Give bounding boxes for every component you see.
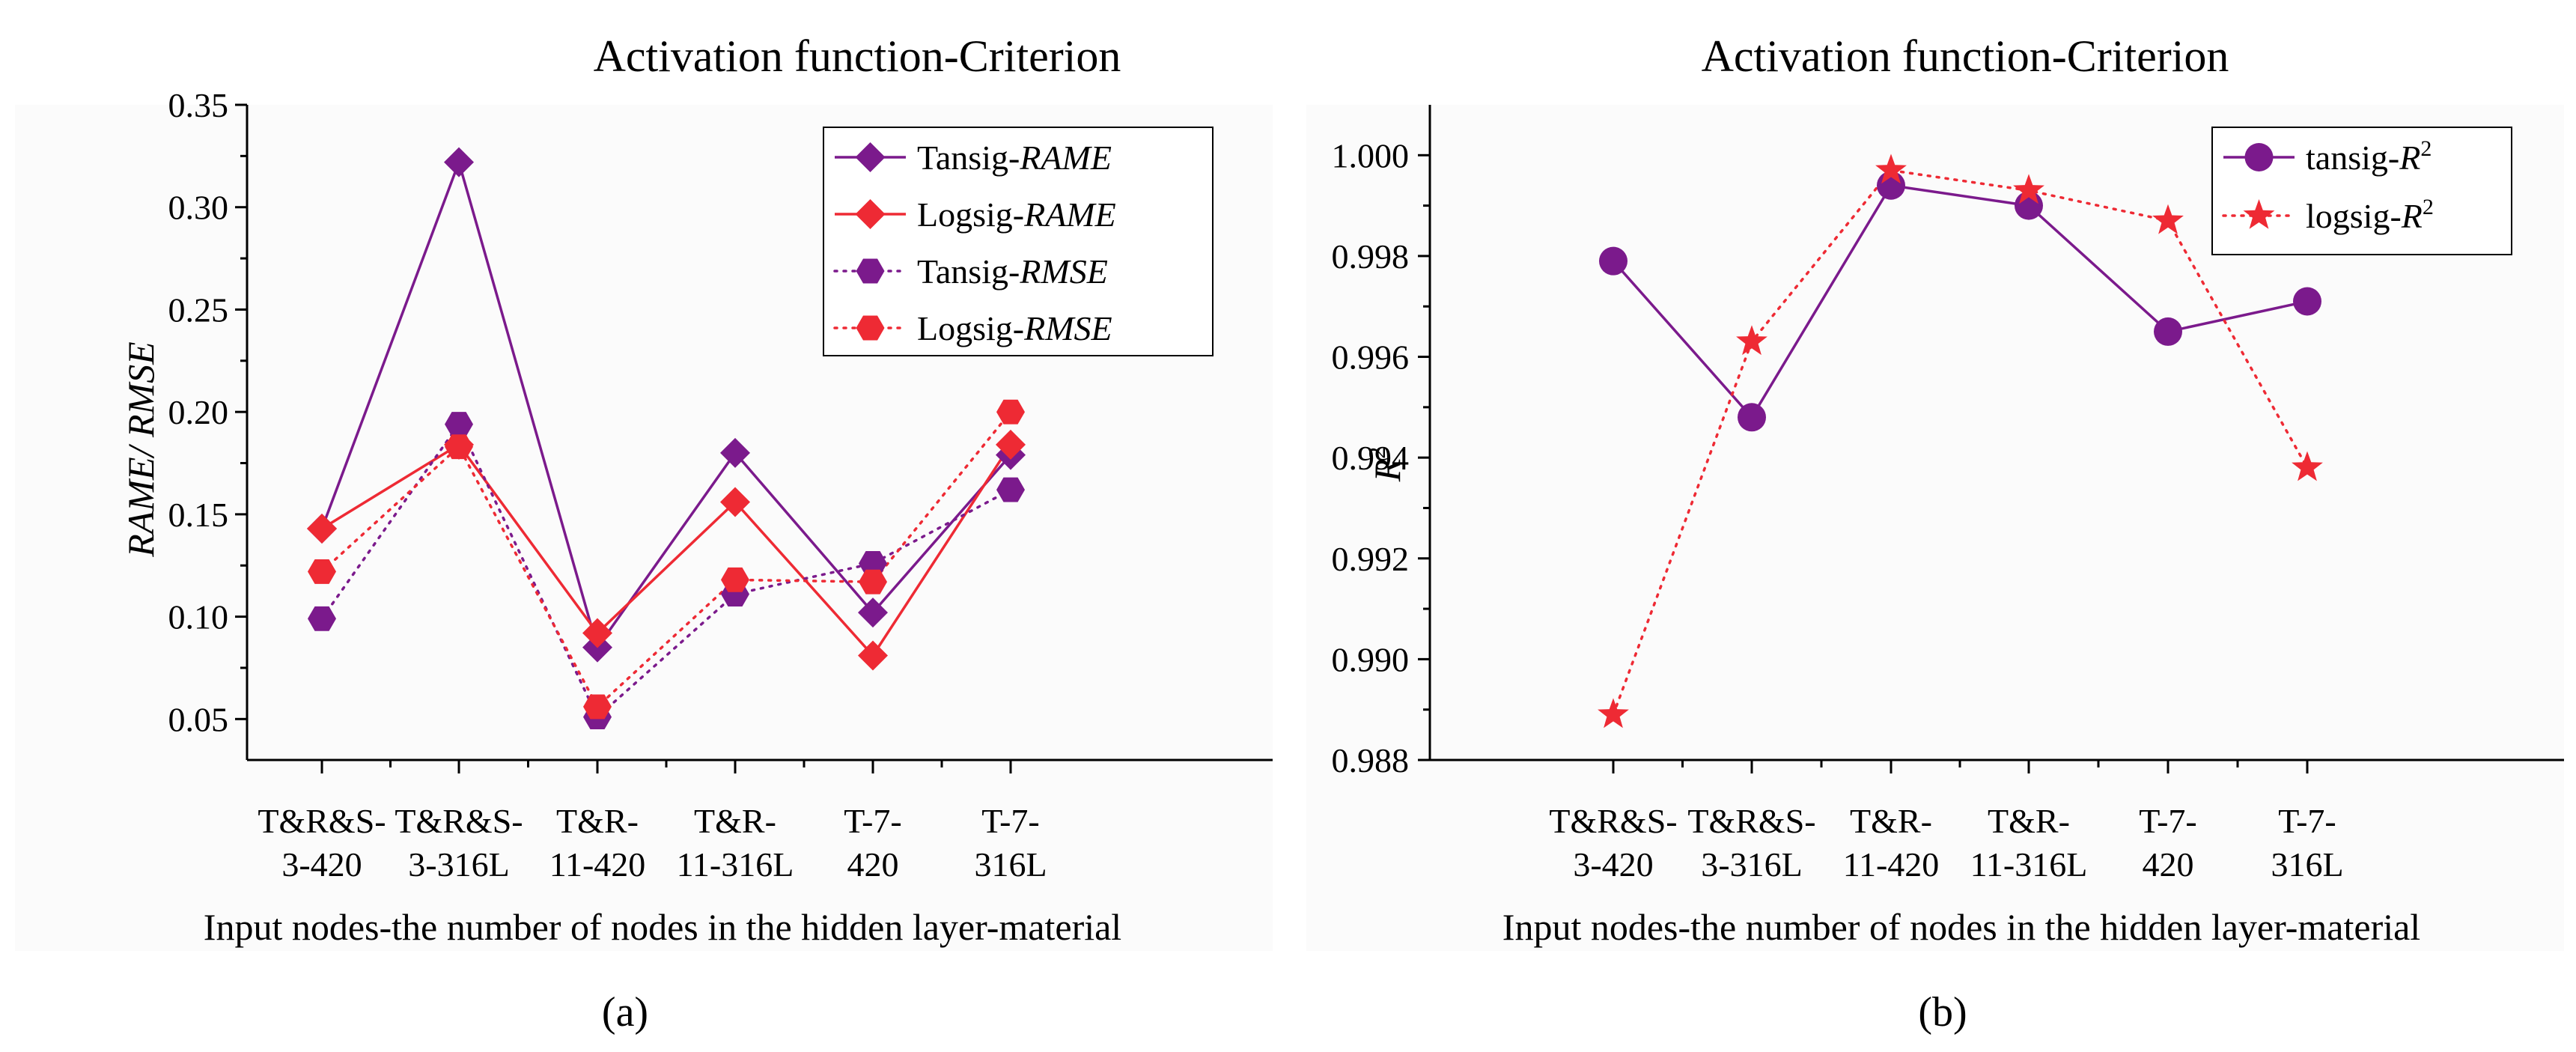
x-tick-label: T&R&S- xyxy=(395,802,523,840)
data-point xyxy=(996,399,1025,425)
x-tick-label: T-7- xyxy=(2139,802,2197,840)
x-tick-label: 11-316L xyxy=(677,845,794,884)
y-tick-label: 0.988 xyxy=(1332,741,1410,779)
x-tick-label: 3-316L xyxy=(408,845,509,884)
y-axis-title: RAME/ RMSE xyxy=(120,341,162,557)
data-point xyxy=(996,429,1026,460)
panel-caption: (a) xyxy=(602,989,648,1036)
series-line-0 xyxy=(1612,183,2308,420)
data-point xyxy=(996,477,1025,502)
legend-marker xyxy=(856,315,885,341)
x-tick-label: 420 xyxy=(847,845,899,884)
y-tick-label: 0.25 xyxy=(168,291,229,329)
data-point xyxy=(2154,317,2182,346)
y-tick-label: 0.15 xyxy=(168,496,229,534)
legend-marker xyxy=(856,258,885,284)
y-tick-label: 0.992 xyxy=(1332,540,1410,578)
data-point xyxy=(444,147,474,177)
y-tick-label: 0.996 xyxy=(1332,338,1410,377)
legend-label: tansig-R2 xyxy=(2306,136,2432,177)
data-point xyxy=(308,559,336,584)
chart-panel-a: Activation function-Criterion 0.05 0.10 0.1… xyxy=(120,31,1273,1036)
x-tick-label: T&R- xyxy=(556,802,639,840)
x-tick-label: T-7- xyxy=(981,802,1040,840)
data-point xyxy=(720,487,750,517)
legend-label: Logsig-RAME xyxy=(917,195,1116,234)
data-point xyxy=(1875,153,1907,184)
x-tick-label: 3-316L xyxy=(1701,845,1802,884)
series-line-3 xyxy=(320,410,1012,709)
panel-caption: (b) xyxy=(1918,989,1967,1036)
legend-label: Logsig-RMSE xyxy=(917,309,1112,347)
legend-label: logsig-R2 xyxy=(2306,195,2434,235)
x-axis-title: Input nodes-the number of nodes in the h… xyxy=(1502,906,2420,948)
data-point xyxy=(1736,325,1767,356)
data-point xyxy=(2292,451,2323,481)
x-tick-label: T&R- xyxy=(1988,802,2070,840)
legend-box xyxy=(823,127,1214,356)
data-point xyxy=(858,598,888,628)
data-point xyxy=(445,434,473,460)
data-point xyxy=(582,618,612,648)
x-tick-label: T&R- xyxy=(1850,802,1932,840)
y-tick-label: 0.994 xyxy=(1332,439,1410,477)
data-point xyxy=(1599,246,1627,276)
x-tick-label: 3-420 xyxy=(1573,845,1653,884)
x-tick-label: 3-420 xyxy=(281,845,362,884)
chart-title: Activation function-Criterion xyxy=(594,31,1121,81)
data-point xyxy=(2013,174,2044,204)
legend-marker xyxy=(855,142,886,172)
x-tick-label: 11-316L xyxy=(1970,845,2088,884)
data-point xyxy=(858,640,888,671)
chart-title: Activation function-Criterion xyxy=(1702,31,2229,81)
x-tick-label: T&R&S- xyxy=(1549,802,1677,840)
series-line-0 xyxy=(320,158,1012,651)
x-tick-label: T&R&S- xyxy=(258,802,386,840)
data-point xyxy=(2293,287,2321,316)
legend-marker xyxy=(855,199,886,229)
data-point xyxy=(1738,403,1766,432)
y-tick-label: 0.30 xyxy=(168,189,229,227)
y-tick-label: 0.35 xyxy=(168,86,229,124)
chart-panel-b: Activation function-Criterion 0.988 0.990 0… xyxy=(1332,31,2564,1036)
data-point xyxy=(720,437,750,468)
x-tick-label: 11-420 xyxy=(1843,845,1940,884)
y-tick-label: 0.990 xyxy=(1332,640,1410,678)
legend-label: Tansig-RAME xyxy=(917,139,1112,177)
x-tick-label: 11-420 xyxy=(549,845,646,884)
x-tick-label: T&R&S- xyxy=(1687,802,1815,840)
y-tick-label: 0.05 xyxy=(168,700,229,738)
x-tick-label: T&R- xyxy=(694,802,776,840)
x-tick-label: 420 xyxy=(2143,845,2194,884)
data-point xyxy=(2152,204,2184,234)
data-point xyxy=(307,514,337,544)
y-tick-label: 0.998 xyxy=(1332,237,1410,276)
data-point xyxy=(583,694,612,720)
series-line-2 xyxy=(320,422,1012,720)
data-point xyxy=(308,606,336,631)
y-tick-label: 0.10 xyxy=(168,598,229,636)
legend-marker xyxy=(2243,199,2275,229)
data-point xyxy=(445,412,473,437)
data-point xyxy=(859,569,887,595)
y-axis-title: R2 xyxy=(1363,447,1408,483)
series-line-1 xyxy=(321,443,1012,658)
x-axis-title: Input nodes-the number of nodes in the h… xyxy=(204,906,1121,948)
series-line-1 xyxy=(1612,168,2309,717)
x-tick-label: T-7- xyxy=(844,802,902,840)
data-point xyxy=(721,567,749,592)
legend-marker xyxy=(2244,143,2274,171)
data-point xyxy=(1598,698,1629,729)
x-tick-label: 316L xyxy=(2271,845,2343,884)
y-tick-label: 0.20 xyxy=(168,393,229,431)
legend-label: Tansig-RMSE xyxy=(917,252,1108,291)
y-tick-label: 1.000 xyxy=(1332,136,1410,174)
x-tick-label: T-7- xyxy=(2278,802,2336,840)
x-tick-label: 316L xyxy=(974,845,1047,884)
